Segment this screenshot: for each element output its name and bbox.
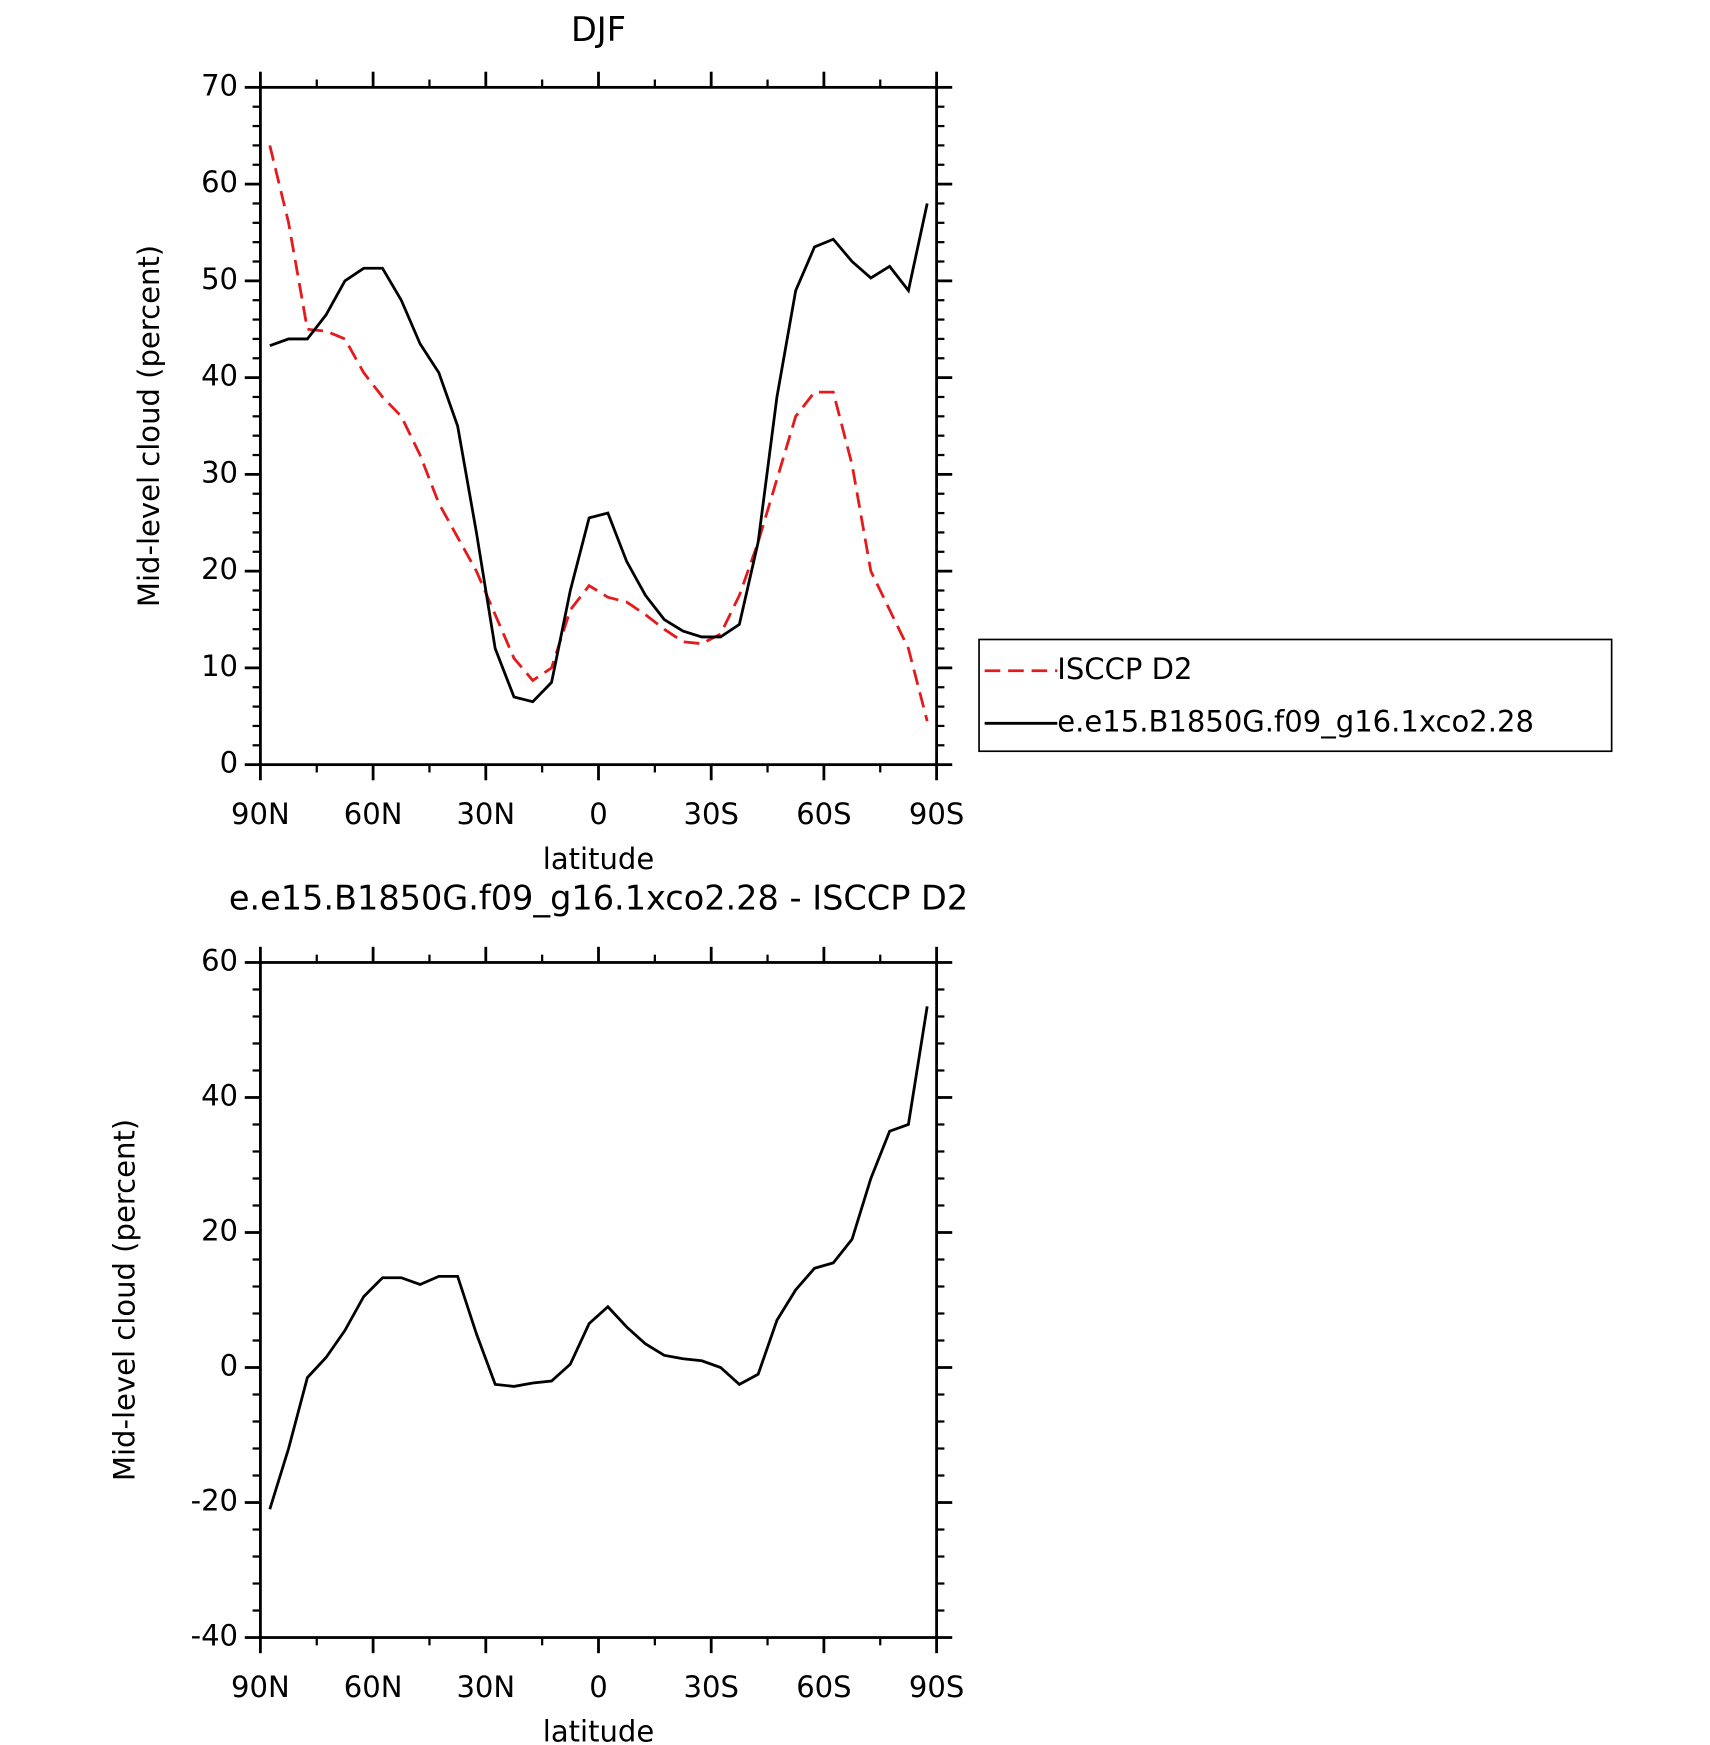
y-tick-label: 70 [201, 68, 238, 102]
y-tick-label: 0 [220, 1349, 238, 1383]
y-tick-label: -40 [191, 1619, 238, 1653]
y-axis-label: Mid-level cloud (percent) [132, 245, 166, 607]
x-tick-label: 90S [909, 1670, 964, 1704]
y-tick-label: 10 [201, 649, 238, 683]
x-tick-label: 0 [589, 1670, 607, 1704]
legend-box [978, 638, 1613, 753]
y-tick-label: 20 [201, 552, 238, 586]
x-axis-label: latitude [543, 1715, 654, 1745]
y-tick-label: 0 [220, 746, 238, 780]
x-tick-label: 60S [796, 1670, 851, 1704]
y-tick-label: 60 [201, 165, 238, 199]
plot-frame [259, 85, 938, 767]
x-tick-label: 30S [683, 1670, 738, 1704]
x-tick-label: 30S [683, 797, 738, 831]
chart-title: e.e15.B1850G.f09_g16.1xco2.28 - ISCCP D2 [229, 878, 968, 917]
series-line [268, 145, 929, 722]
x-tick-label: 90S [909, 797, 964, 831]
x-axis-label: latitude [543, 842, 654, 876]
legend-label: e.e15.B1850G.f09_g16.1xco2.28 [1057, 704, 1534, 738]
y-tick-label: 40 [201, 359, 238, 393]
y-tick-label: 20 [201, 1213, 238, 1247]
y-tick-label: 50 [201, 262, 238, 296]
y-tick-label: -20 [191, 1484, 238, 1518]
x-tick-label: 60N [344, 1670, 403, 1704]
x-tick-label: 90N [231, 1670, 290, 1704]
series-line [268, 1006, 929, 1510]
x-tick-label: 60S [796, 797, 851, 831]
y-tick-label: 60 [201, 943, 238, 977]
x-tick-label: 30N [456, 797, 515, 831]
chart-title: DJF [571, 10, 626, 49]
x-tick-label: 60N [344, 797, 403, 831]
x-tick-label: 0 [589, 797, 607, 831]
y-axis-label: Mid-level cloud (percent) [107, 1119, 141, 1481]
y-tick-label: 30 [201, 455, 238, 489]
y-tick-label: 40 [201, 1078, 238, 1112]
legend-label: ISCCP D2 [1057, 652, 1192, 686]
x-tick-label: 30N [456, 1670, 515, 1704]
x-tick-label: 90N [231, 797, 290, 831]
series-line [269, 203, 929, 704]
